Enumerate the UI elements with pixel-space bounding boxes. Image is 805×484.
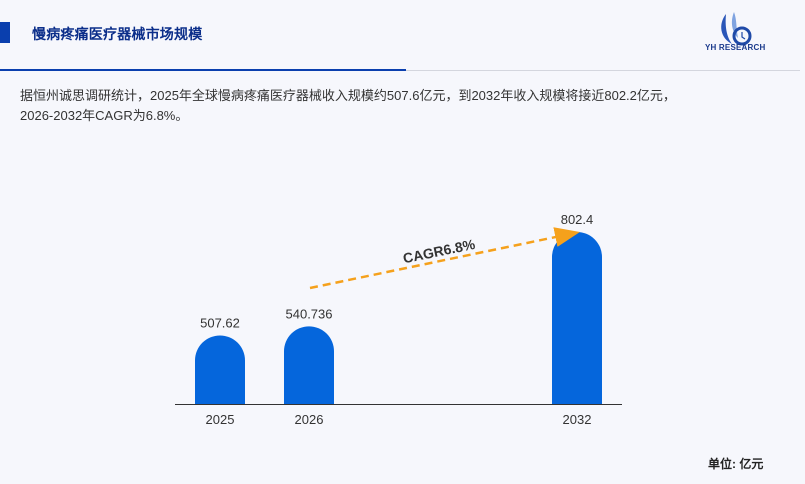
summary-text: 据恒州诚思调研统计，2025年全球慢病疼痛医疗器械收入规模约507.6亿元，到2… (20, 86, 790, 126)
value-label-2025: 507.62 (200, 315, 240, 330)
bar-2032 (552, 232, 602, 404)
category-label-2025: 2025 (206, 412, 235, 427)
bar-2026 (284, 326, 334, 404)
cagr-arrow (309, 227, 580, 290)
page-title: 慢病疼痛医疗器械市场规模 (32, 26, 203, 42)
category-label-2032: 2032 (563, 412, 592, 427)
unit-label: 单位: 亿元 (708, 457, 764, 471)
header-divider-accent (0, 69, 406, 71)
header-marker (0, 22, 10, 43)
bar-2025 (195, 335, 245, 404)
summary-line-2: 2026-2032年CAGR为6.8%。 (20, 108, 189, 123)
summary-line-1: 据恒州诚思调研统计，2025年全球慢病疼痛医疗器械收入规模约507.6亿元，到2… (20, 88, 676, 103)
value-label-2026: 540.736 (286, 306, 333, 321)
logo-text: YH RESEARCH (705, 43, 766, 52)
yh-research-logo-icon (721, 12, 752, 46)
value-label-2032: 802.4 (561, 212, 594, 227)
category-label-2026: 2026 (295, 412, 324, 427)
